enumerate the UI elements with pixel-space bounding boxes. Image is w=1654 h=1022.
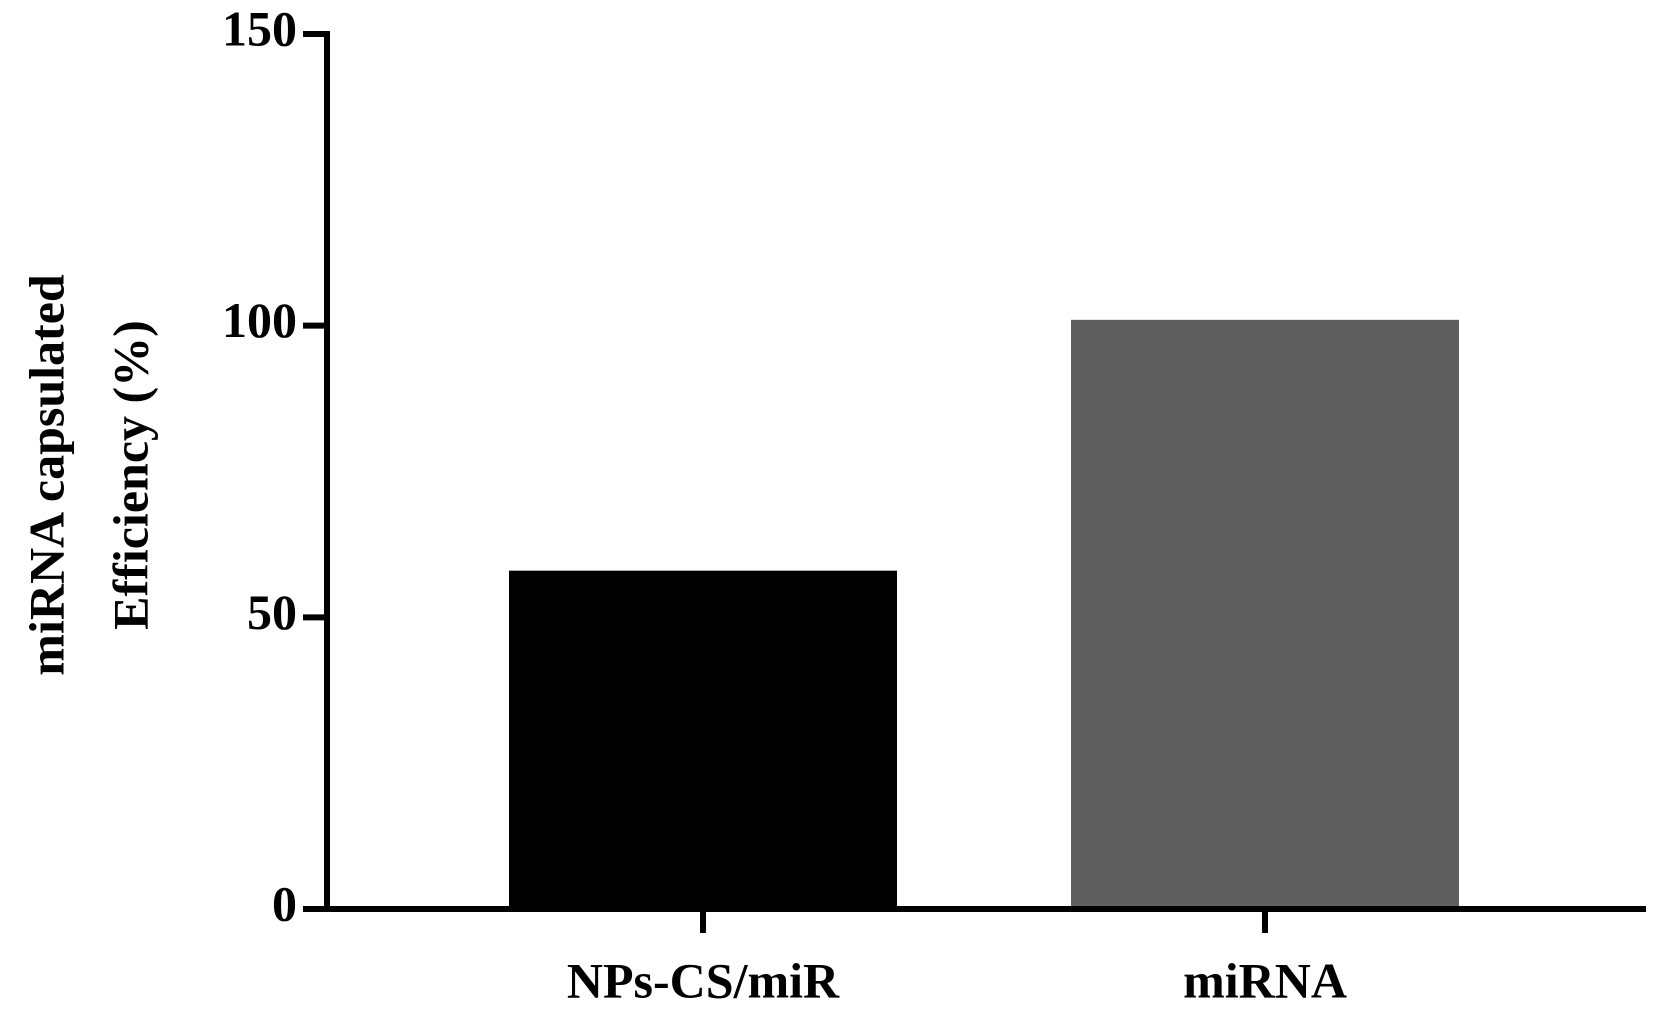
- bar: [1071, 319, 1459, 909]
- x-tick-label: NPs-CS/miR: [567, 952, 840, 1008]
- y-label-line: miRNA capsulated: [18, 274, 74, 676]
- y-tick-label: 0: [272, 875, 297, 931]
- x-tick-label: miRNA: [1183, 952, 1347, 1008]
- y-label-line: Efficiency (%): [102, 320, 158, 630]
- y-tick-label: 150: [222, 0, 297, 56]
- y-tick-label: 50: [247, 584, 297, 640]
- bar: [509, 570, 897, 909]
- y-tick-label: 100: [222, 292, 297, 348]
- y-axis-title: miRNA capsulated Efficiency (%): [18, 274, 158, 676]
